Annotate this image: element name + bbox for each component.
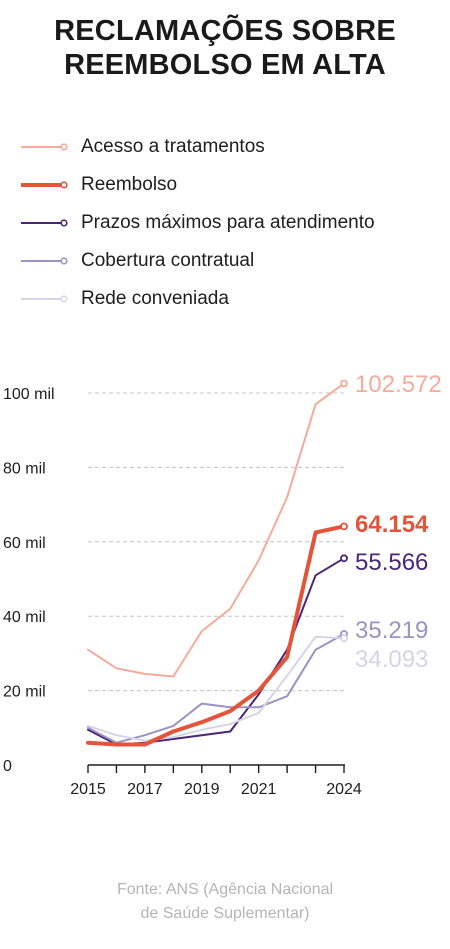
legend-swatch: [21, 181, 68, 189]
legend-swatch-marker: [60, 295, 68, 303]
x-tick-label: 2024: [326, 781, 362, 798]
legend-item-rede-conveniada: Rede conveniada: [20, 280, 375, 318]
source-note: Fonte: ANS (Agência Nacional de Saúde Su…: [0, 878, 450, 926]
legend-swatch-marker: [60, 181, 68, 189]
y-tick-label: 20 mil: [3, 684, 46, 701]
end-label-acesso-a-tratamentos: 102.572: [355, 371, 442, 398]
y-tick-label: 100 mil: [3, 386, 55, 403]
legend-label: Cobertura contratual: [81, 250, 255, 271]
legend-swatch: [21, 219, 68, 227]
legend-label: Acesso a tratamentos: [81, 136, 265, 157]
x-tick-label: 2015: [70, 781, 106, 798]
legend: Acesso a tratamentos Reembolso Prazos máxi…: [20, 128, 375, 318]
series-line-rede-conveniada: [87, 635, 345, 742]
y-tick-label: 60 mil: [3, 535, 46, 552]
end-label-rede-conveniada: 34.093: [355, 646, 428, 673]
data-point-prazos-maximos-para-atendimento: [340, 554, 348, 563]
legend-item-reembolso: Reembolso: [20, 166, 375, 204]
series-line-acesso-a-tratamentos: [87, 382, 345, 678]
legend-item-cobertura-contratual: Cobertura contratual: [20, 242, 375, 280]
y-tick-label: 40 mil: [3, 609, 46, 626]
source-line-1: Fonte: ANS (Agência Nacional: [116, 881, 334, 898]
legend-item-acesso-a-tratamentos: Acesso a tratamentos: [20, 128, 375, 166]
chart-title-line-2: REEMBOLSO EM ALTA: [64, 49, 386, 81]
source-line-2: de Saúde Suplementar): [140, 905, 310, 922]
data-point-acesso-a-tratamentos: [340, 379, 348, 388]
legend-label: Reembolso: [81, 174, 178, 195]
legend-swatch-marker: [60, 257, 68, 265]
legend-swatch-marker: [60, 219, 68, 227]
series-line-reembolso: [86, 524, 346, 747]
end-label-prazos-maximos-para-atendimento: 55.566: [355, 549, 428, 576]
y-tick-label: 80 mil: [3, 460, 46, 477]
data-point-reembolso: [340, 522, 348, 531]
legend-swatch: [21, 143, 68, 151]
end-label-cobertura-contratual: 35.219: [355, 617, 428, 644]
x-tick-label: 2019: [184, 781, 220, 798]
legend-label: Prazos máximos para atendimento: [81, 212, 375, 233]
line-chart: 0 20 mil 40 mil 60 mil 80 mil 100 mil 2015 2017…: [3, 371, 442, 798]
y-tick-label: 0: [3, 758, 12, 775]
x-tick-label: 2021: [241, 781, 277, 798]
x-tick-label: 2017: [127, 781, 163, 798]
legend-label: Rede conveniada: [81, 288, 229, 309]
legend-item-prazos-maximos-para-atendimento: Prazos máximos para atendimento: [20, 204, 375, 242]
legend-swatch: [21, 295, 68, 303]
legend-swatch-marker: [60, 143, 68, 151]
legend-swatch: [21, 257, 68, 265]
chart-title: RECLAMAÇÕES SOBRE REEMBOLSO EM ALTA: [0, 14, 450, 82]
end-label-reembolso: 64.154: [355, 511, 429, 538]
chart-title-line-1: RECLAMAÇÕES SOBRE: [54, 15, 396, 47]
data-point-rede-conveniada: [340, 634, 348, 643]
